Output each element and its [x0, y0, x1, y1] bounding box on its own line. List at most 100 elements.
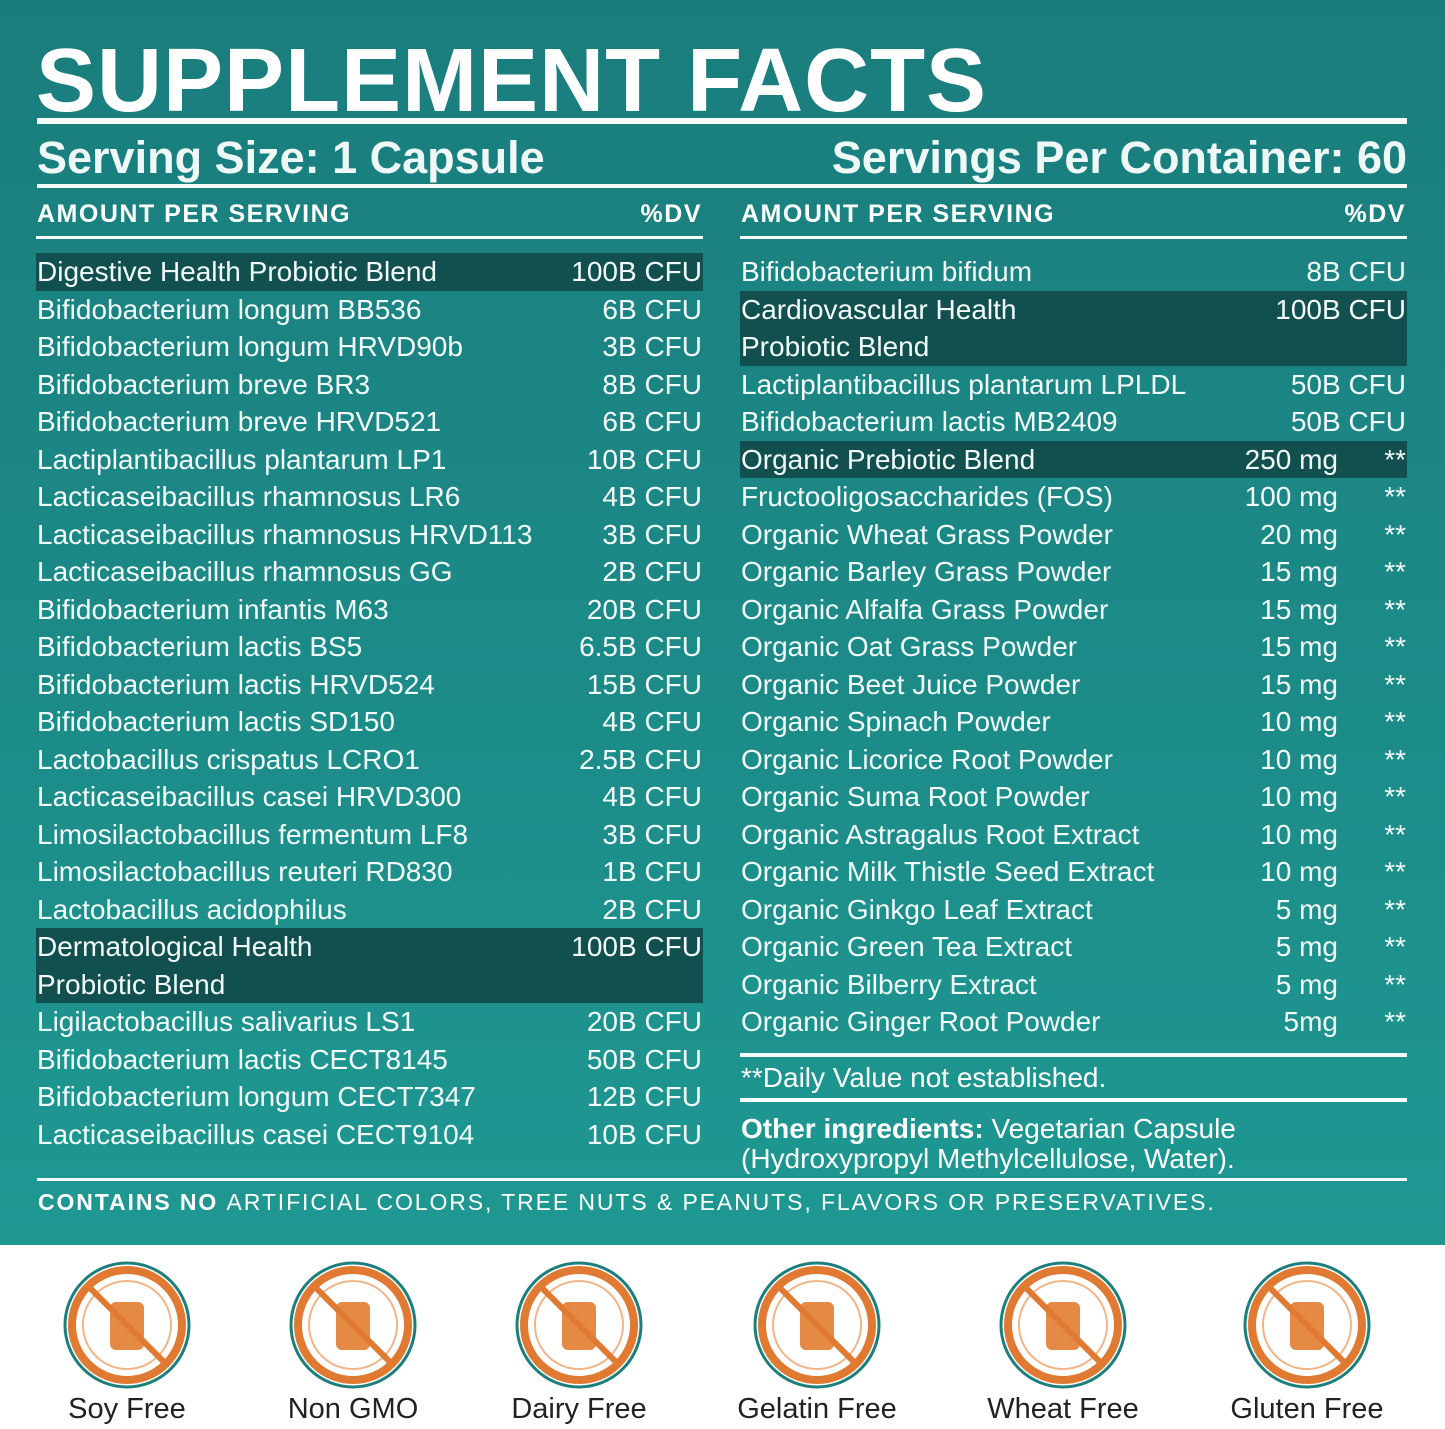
ingredient-amount: 15B CFU	[586, 668, 702, 700]
daily-value: **	[1384, 706, 1406, 737]
ingredient-amount: 10 mg	[1260, 818, 1338, 850]
ingredient-name: Organic Oat Grass Powder	[741, 631, 1078, 662]
ingredient-name: Bifidobacterium lactis SD150	[37, 706, 395, 737]
rule	[740, 236, 1407, 239]
rule	[37, 118, 1407, 124]
ingredient-amount: 50B CFU	[586, 1043, 702, 1075]
ingredient-amount: 8B CFU	[602, 368, 702, 400]
ingredient-amount: 6.5B CFU	[579, 631, 702, 662]
daily-value: **	[1384, 893, 1406, 925]
column-header: %DV	[1344, 200, 1406, 228]
rule	[740, 1053, 1407, 1057]
ingredient-amount: 250 mg	[1244, 443, 1338, 475]
ingredient-name: Bifidobacterium lactis HRVD524	[37, 668, 435, 700]
footnote: **Daily Value not established.	[741, 1062, 1107, 1093]
ingredient-name: Lacticaseibacillus casei CECT9104	[37, 1118, 475, 1150]
ingredient-name: Organic Prebiotic Blend	[741, 443, 1036, 475]
ingredient-name: Bifidobacterium longum BB536	[37, 293, 422, 325]
ingredient-amount: 3B CFU	[602, 818, 702, 850]
ingredient-amount: 15 mg	[1260, 668, 1338, 700]
ingredient-amount: 50B CFU	[1290, 368, 1406, 400]
other-text: Vegetarian Capsule	[991, 1113, 1236, 1144]
badge-label: Soy Free	[68, 1393, 186, 1425]
ingredient-amount: 6B CFU	[602, 406, 702, 437]
daily-value: **	[1384, 443, 1406, 475]
ingredient-name: Bifidobacterium breve HRVD521	[37, 406, 442, 437]
daily-value: **	[1384, 856, 1406, 887]
ingredient-name: Organic Wheat Grass Powder	[741, 518, 1113, 550]
ingredient-amount: 15 mg	[1260, 631, 1338, 662]
badge-label: Gelatin Free	[737, 1393, 897, 1425]
badge-icon	[63, 1261, 191, 1389]
rule	[37, 184, 1407, 188]
ingredient-amount: 20 mg	[1260, 518, 1338, 550]
other-text: (Hydroxypropyl Methylcellulose, Water).	[741, 1143, 1235, 1174]
ingredient-name: Bifidobacterium lactis MB2409	[741, 406, 1118, 437]
daily-value: **	[1384, 556, 1406, 587]
ingredient-name: Bifidobacterium longum HRVD90b	[37, 331, 463, 362]
facts-panel	[0, 0, 1445, 1245]
ingredient-amount: 4B CFU	[602, 481, 702, 512]
other-ingredients: Other ingredients: Vegetarian Capsule (Hy…	[741, 1114, 1236, 1174]
serving-size: Serving Size: 1 Capsule	[37, 132, 545, 183]
ingredient-amount: 100 mg	[1244, 481, 1338, 512]
ingredient-name: Probiotic Blend	[741, 331, 930, 362]
daily-value: **	[1384, 781, 1406, 812]
ingredient-amount: 15 mg	[1260, 556, 1338, 587]
contains-bold: CONTAINS NO	[38, 1189, 219, 1215]
ingredient-amount: 5 mg	[1275, 968, 1338, 1000]
column-header: AMOUNT PER SERVING	[741, 200, 1056, 228]
ingredient-name: Organic Ginger Root Powder	[741, 1006, 1101, 1037]
ingredient-name: Bifidobacterium lactis CECT8145	[37, 1043, 448, 1075]
daily-value: **	[1384, 631, 1406, 662]
blend-highlight	[740, 440, 1407, 478]
ingredient-name: Probiotic Blend	[37, 968, 226, 1000]
ingredient-name: Fructooligosaccharides (FOS)	[741, 481, 1113, 512]
rule	[36, 236, 703, 239]
rule	[37, 1178, 1407, 1181]
badge-label: Non GMO	[287, 1393, 419, 1425]
ingredient-name: Organic Astragalus Root Extract	[741, 818, 1140, 850]
other-label: Other ingredients:	[741, 1113, 984, 1144]
ingredient-amount: 10 mg	[1260, 743, 1338, 775]
daily-value: **	[1384, 743, 1406, 775]
ingredient-name: Lacticaseibacillus rhamnosus HRVD113	[37, 518, 533, 550]
ingredient-amount: 2B CFU	[602, 893, 702, 925]
badge-icon	[289, 1261, 417, 1389]
ingredient-name: Lacticaseibacillus casei HRVD300	[37, 781, 462, 812]
ingredient-amount: 100B CFU	[571, 931, 702, 962]
blend-highlight	[36, 928, 703, 1003]
ingredient-amount: 3B CFU	[602, 331, 702, 362]
daily-value: **	[1384, 818, 1406, 850]
daily-value: **	[1384, 1006, 1406, 1037]
ingredient-amount: 2B CFU	[602, 556, 702, 587]
ingredient-amount: 5 mg	[1275, 893, 1338, 925]
ingredient-amount: 10 mg	[1260, 781, 1338, 812]
ingredient-name: Lactiplantibacillus plantarum LP1	[37, 443, 447, 475]
ingredient-amount: 10 mg	[1260, 856, 1338, 887]
ingredient-amount: 4B CFU	[602, 781, 702, 812]
ingredient-amount: 5mg	[1283, 1006, 1338, 1037]
ingredient-name: Bifidobacterium longum CECT7347	[37, 1081, 476, 1112]
ingredient-name: Organic Barley Grass Powder	[741, 556, 1112, 587]
column-header: %DV	[640, 200, 702, 228]
daily-value: **	[1384, 481, 1406, 512]
column-header: AMOUNT PER SERVING	[37, 200, 352, 228]
badge-label: Wheat Free	[987, 1393, 1139, 1425]
ingredient-name: Bifidobacterium infantis M63	[37, 593, 389, 625]
ingredient-name: Organic Milk Thistle Seed Extract	[741, 856, 1155, 887]
ingredient-amount: 2.5B CFU	[579, 743, 702, 775]
blend-highlight	[36, 253, 703, 291]
ingredient-name: Ligilactobacillus salivarius LS1	[37, 1006, 416, 1037]
blend-highlight	[740, 290, 1407, 366]
ingredient-name: Bifidobacterium lactis BS5	[37, 631, 363, 662]
ingredient-amount: 6B CFU	[602, 293, 702, 325]
ingredient-name: Digestive Health Probiotic Blend	[37, 256, 437, 287]
badge-label: Dairy Free	[511, 1393, 647, 1425]
badge-icon	[753, 1261, 881, 1389]
ingredient-name: Dermatological Health	[37, 931, 313, 962]
ingredient-name: Organic Spinach Powder	[741, 706, 1051, 737]
rule	[740, 1098, 1407, 1102]
ingredient-amount: 15 mg	[1260, 593, 1338, 625]
ingredient-name: Lacticaseibacillus rhamnosus GG	[37, 556, 453, 587]
